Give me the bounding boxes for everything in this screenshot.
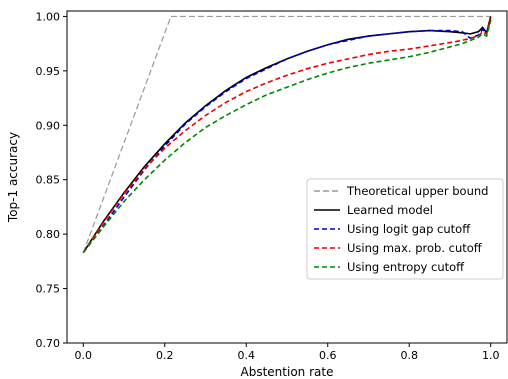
x-tick-label: 0.0 [75, 349, 93, 362]
series-line-0 [82, 15, 491, 253]
y-tick-label: 0.75 [36, 283, 61, 296]
legend-box [306, 178, 504, 280]
y-tick-label: 0.95 [36, 65, 61, 78]
plot-lines [82, 15, 492, 254]
series-line-3 [82, 18, 492, 254]
legend-label: Theoretical upper bound [346, 184, 488, 198]
x-axis-label: Abstention rate [241, 365, 334, 379]
legend: Theoretical upper bound Learned model Usin… [306, 178, 504, 280]
y-tick-label: 0.90 [36, 119, 61, 132]
x-tick-label: 1.0 [482, 349, 500, 362]
y-tick-label: 0.80 [36, 228, 61, 241]
x-axis: 0.0 0.2 0.4 0.6 0.8 1.0 [75, 343, 500, 362]
y-tick-label: 0.70 [36, 337, 61, 350]
x-tick-label: 0.8 [400, 349, 418, 362]
series-line-4 [82, 20, 492, 254]
legend-label: Using entropy cutoff [347, 260, 465, 274]
series-line-2 [82, 19, 492, 254]
legend-label: Using max. prob. cutoff [347, 241, 483, 255]
plot-frame [66, 10, 508, 344]
legend-label: Learned model [347, 203, 433, 217]
legend-label: Using logit gap cutoff [347, 222, 471, 236]
y-tick-label: 1.00 [36, 10, 61, 23]
y-axis-label: Top-1 accuracy [6, 132, 20, 223]
x-tick-label: 0.4 [238, 349, 256, 362]
x-tick-label: 0.6 [319, 349, 337, 362]
y-axis: 0.70 0.75 0.80 0.85 0.90 0.95 1.00 [36, 10, 67, 350]
y-tick-label: 0.85 [36, 174, 61, 187]
x-tick-label: 0.2 [156, 349, 174, 362]
